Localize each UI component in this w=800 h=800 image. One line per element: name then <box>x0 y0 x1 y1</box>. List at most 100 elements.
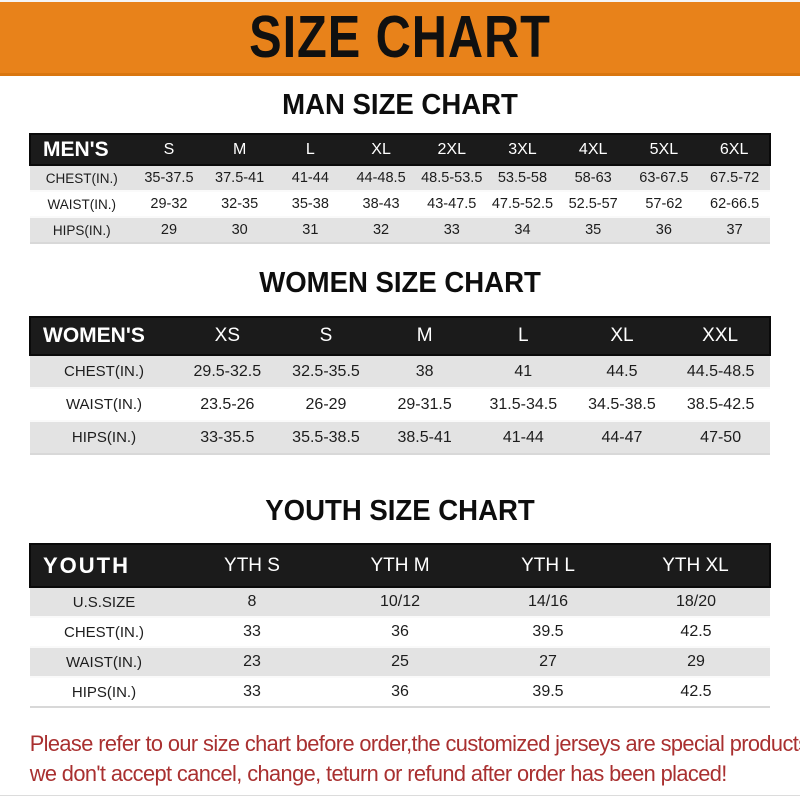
men-col-header: L <box>305 140 315 158</box>
men-cell: 44-48.5 <box>356 170 406 186</box>
men-table-label: MEN'S <box>43 137 109 161</box>
men-cell: 47.5-52.5 <box>491 196 554 212</box>
women-cell: 38.5-42.5 <box>686 395 755 413</box>
youth-cell: 36 <box>391 683 409 700</box>
youth-section-heading: YOUTH SIZE CHART <box>265 495 535 527</box>
youth-cell: 33 <box>243 623 261 640</box>
men-cell: 37 <box>726 222 743 238</box>
youth-cell: 27 <box>539 653 557 670</box>
youth-cell: 33 <box>243 683 261 700</box>
youth-col-header: YTH S <box>224 554 280 576</box>
women-cell: 32.5-35.5 <box>292 362 360 380</box>
men-data-row: HIPS(IN.) 29 30 31 32 33 34 35 36 37 <box>30 217 770 243</box>
men-cell: 63-67.5 <box>639 170 689 186</box>
youth-row-label: WAIST(IN.) <box>65 653 143 671</box>
men-col-header: S <box>163 140 175 158</box>
youth-data-row: CHEST(IN.) 33 36 39.5 42.5 <box>30 617 770 647</box>
men-row-label: HIPS(IN.) <box>52 222 111 238</box>
women-cell: 34.5-38.5 <box>588 395 656 413</box>
women-col-header: M <box>416 325 433 346</box>
women-cell: 38.5-41 <box>397 428 452 446</box>
men-col-header: M <box>232 140 247 158</box>
men-cell: 53.5-58 <box>497 170 548 186</box>
men-row-label: CHEST(IN.) <box>45 170 118 186</box>
men-cell: 58-63 <box>574 170 612 186</box>
banner-title: SIZE CHART <box>249 4 551 71</box>
women-header-row: WOMEN'S XS S M L XL XXL <box>30 317 770 355</box>
women-cell: 41 <box>514 362 533 380</box>
men-cell: 29 <box>160 222 178 238</box>
youth-cell: 25 <box>391 653 409 670</box>
men-cell: 57-62 <box>645 196 683 212</box>
women-col-header: XXL <box>702 325 739 346</box>
women-row-label: WAIST(IN.) <box>65 396 143 413</box>
women-cell: 26-29 <box>305 395 347 413</box>
men-cell: 36 <box>655 222 672 238</box>
men-cell: 37.5-41 <box>215 170 265 186</box>
man-size-table-wrap: MEN'S S M L XL 2XL 3XL 4XL 5XL 6XL CHEST(IN.) 35-37… <box>0 133 800 244</box>
women-cell: 41-44 <box>502 428 544 446</box>
women-table-label: WOMEN'S <box>43 324 145 347</box>
bottom-divider <box>0 795 800 796</box>
youth-cell: 39.5 <box>532 623 564 640</box>
women-size-table: WOMEN'S XS S M L XL XXL CHEST(IN.) 29.5-32.5 32.5… <box>29 316 771 455</box>
disclaimer-line-1: Please refer to our size chart before or… <box>29 731 800 756</box>
women-col-header: XL <box>610 325 634 346</box>
youth-col-header: YTH L <box>521 554 575 576</box>
men-cell: 29-32 <box>150 196 188 212</box>
men-cell: 33 <box>443 222 460 238</box>
women-data-row: HIPS(IN.) 33-35.5 35.5-38.5 38.5-41 41-44 44-… <box>30 421 770 454</box>
women-cell: 31.5-34.5 <box>489 395 558 413</box>
youth-col-header: YTH XL <box>662 554 729 576</box>
youth-cell: 8 <box>247 593 257 610</box>
men-col-header: XL <box>371 140 391 158</box>
men-cell: 48.5-53.5 <box>421 170 483 186</box>
man-section-heading: MAN SIZE CHART <box>282 89 518 121</box>
men-cell: 52.5-57 <box>568 196 618 212</box>
youth-size-table-wrap: YOUTH YTH S YTH M YTH L YTH XL U.S.SIZE 8 10/12… <box>0 543 800 708</box>
men-data-row: WAIST(IN.) 29-32 32-35 35-38 38-43 43-47.5 47.… <box>30 191 770 217</box>
youth-table-label: YOUTH <box>43 552 130 578</box>
men-col-header: 6XL <box>719 140 749 158</box>
men-col-header: 5XL <box>649 140 679 158</box>
men-data-row: CHEST(IN.) 35-37.5 37.5-41 41-44 44-48.5 48.5… <box>30 165 770 191</box>
youth-cell: 14/16 <box>527 593 569 610</box>
men-row-label: WAIST(IN.) <box>47 196 117 212</box>
women-cell: 35.5-38.5 <box>292 428 360 446</box>
man-size-table: MEN'S S M L XL 2XL 3XL 4XL 5XL 6XL CHEST(IN.) 35-37… <box>29 133 771 244</box>
women-size-table-wrap: WOMEN'S XS S M L XL XXL CHEST(IN.) 29.5-32.5 32.5… <box>0 316 800 455</box>
youth-cell: 42.5 <box>680 683 712 700</box>
women-cell: 44.5 <box>606 362 638 380</box>
disclaimer-note: Please refer to our size chart before or… <box>0 729 800 788</box>
men-cell: 35-38 <box>291 196 329 212</box>
women-cell: 33-35.5 <box>200 428 255 446</box>
disclaimer-line-2: we don't accept cancel, change, teturn o… <box>29 760 728 786</box>
women-cell: 29.5-32.5 <box>193 362 262 380</box>
youth-header-row: YOUTH YTH S YTH M YTH L YTH XL <box>30 544 770 587</box>
men-cell: 35 <box>585 222 602 238</box>
women-cell: 44.5-48.5 <box>686 362 755 380</box>
men-cell: 30 <box>231 222 248 238</box>
women-cell: 29-31.5 <box>397 395 452 413</box>
men-cell: 38-43 <box>362 196 400 212</box>
women-row-label: CHEST(IN.) <box>64 363 144 380</box>
men-cell: 35-37.5 <box>144 170 194 186</box>
youth-data-row: U.S.SIZE 8 10/12 14/16 18/20 <box>30 587 770 617</box>
men-cell: 41-44 <box>291 170 329 186</box>
youth-row-label: U.S.SIZE <box>72 593 136 611</box>
youth-data-row: HIPS(IN.) 33 36 39.5 42.5 <box>30 677 770 707</box>
men-col-header: 2XL <box>437 140 466 158</box>
women-col-header: S <box>319 325 333 346</box>
women-section-heading: WOMEN SIZE CHART <box>259 267 541 299</box>
youth-row-label: HIPS(IN.) <box>71 683 137 701</box>
youth-cell: 39.5 <box>532 683 564 700</box>
men-cell: 43-47.5 <box>427 196 477 212</box>
women-data-row: CHEST(IN.) 29.5-32.5 32.5-35.5 38 41 44.5 44.5… <box>30 355 770 388</box>
youth-size-table: YOUTH YTH S YTH M YTH L YTH XL U.S.SIZE 8 10/12… <box>29 543 771 708</box>
men-cell: 31 <box>302 222 319 238</box>
women-cell: 44-47 <box>601 428 643 446</box>
youth-col-header: YTH M <box>370 554 430 576</box>
youth-cell: 29 <box>687 653 705 670</box>
youth-cell: 42.5 <box>680 623 712 640</box>
women-col-header: L <box>518 325 529 346</box>
